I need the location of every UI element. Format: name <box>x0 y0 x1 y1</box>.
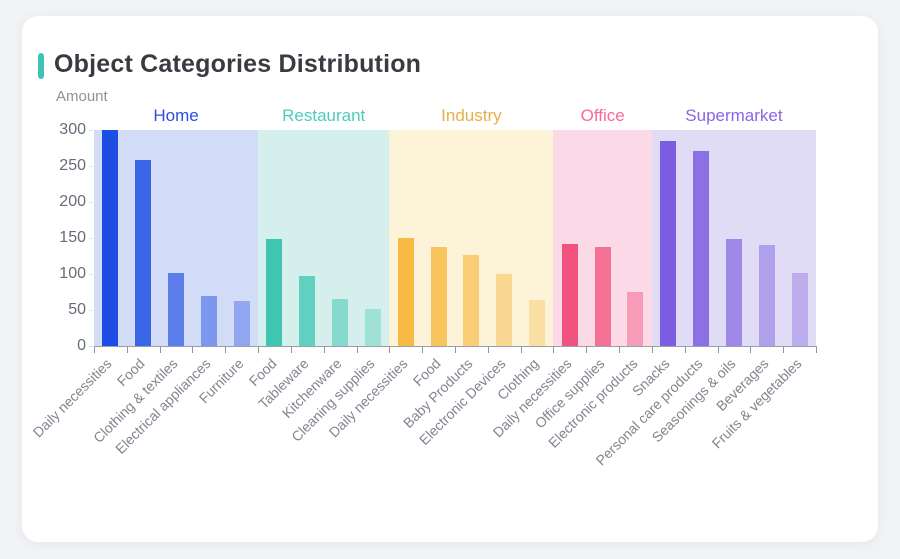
y-axis-tick <box>89 346 93 347</box>
category-band-office <box>553 130 652 346</box>
y-axis-tick <box>89 166 93 167</box>
bar-supermarket-2[interactable] <box>725 239 742 346</box>
bar-office-2[interactable] <box>627 292 644 346</box>
bar-home-0[interactable] <box>102 130 119 346</box>
group-labels-row: Home Restaurant Industry Office Supermarket <box>22 106 878 128</box>
bar-office-0[interactable] <box>561 243 578 346</box>
x-axis-tick <box>684 347 686 353</box>
y-axis-tick <box>89 274 93 275</box>
bar-office-1[interactable] <box>594 246 611 346</box>
x-axis-tick <box>422 347 424 353</box>
x-axis-tick <box>783 347 785 353</box>
bar-industry-0[interactable] <box>397 238 414 346</box>
group-label-supermarket: Supermarket <box>685 106 783 125</box>
bar-supermarket-1[interactable] <box>693 150 710 346</box>
title-accent-bar <box>38 53 44 79</box>
x-axis-tick <box>750 347 752 353</box>
bar-home-1[interactable] <box>135 160 152 346</box>
y-axis-tick-label: 250 <box>59 157 86 174</box>
category-band-home <box>94 130 259 346</box>
category-band-restaurant <box>258 130 390 346</box>
bar-restaurant-3[interactable] <box>364 309 381 346</box>
chart-title: Object Categories Distribution <box>54 50 422 78</box>
x-axis-tick <box>94 347 95 353</box>
x-axis-tick <box>225 347 227 353</box>
y-axis-tick-label: 150 <box>59 229 86 246</box>
bar-industry-1[interactable] <box>430 246 447 346</box>
x-axis-tick <box>323 347 325 353</box>
bar-industry-4[interactable] <box>529 299 546 346</box>
y-axis-tick-label: 50 <box>68 301 86 318</box>
bar-supermarket-4[interactable] <box>791 273 808 346</box>
y-axis-tick <box>89 238 93 239</box>
x-axis-tick <box>717 347 719 353</box>
x-axis-tick <box>290 347 292 353</box>
bar-industry-3[interactable] <box>496 274 513 346</box>
bar-supermarket-3[interactable] <box>758 245 775 346</box>
y-axis-tick-label: 300 <box>59 121 86 138</box>
plot-area <box>94 130 816 346</box>
bar-industry-2[interactable] <box>463 255 480 346</box>
x-axis-tick <box>159 347 161 353</box>
x-axis-tick <box>126 347 128 353</box>
x-axis-tick <box>520 347 522 353</box>
group-label-home: Home <box>153 106 199 125</box>
x-axis-tick <box>389 347 391 353</box>
x-axis-tick <box>619 347 621 353</box>
x-axis-line <box>94 346 817 347</box>
bar-restaurant-2[interactable] <box>332 299 349 346</box>
bar-home-4[interactable] <box>233 300 250 346</box>
category-band-supermarket <box>651 130 816 346</box>
x-axis-tick <box>192 347 194 353</box>
group-label-office: Office <box>580 106 625 125</box>
group-label-restaurant: Restaurant <box>282 106 366 125</box>
bar-restaurant-1[interactable] <box>299 276 316 346</box>
y-axis-tick-label: 0 <box>77 337 86 354</box>
x-axis-tick <box>455 347 456 353</box>
y-axis-tick-label: 100 <box>59 265 86 282</box>
y-axis-tick <box>89 202 93 203</box>
y-axis-tick <box>89 130 93 131</box>
y-axis-tick <box>89 310 93 311</box>
y-axis-title: Amount <box>56 88 108 105</box>
x-axis-tick <box>258 347 260 353</box>
bar-restaurant-0[interactable] <box>266 239 283 346</box>
bar-home-2[interactable] <box>168 272 185 346</box>
y-axis-tick-label: 200 <box>59 193 86 210</box>
chart-card: Object Categories Distribution Amount Ho… <box>22 16 878 542</box>
group-label-industry: Industry <box>441 106 502 125</box>
bar-supermarket-0[interactable] <box>660 140 677 346</box>
x-axis-tick <box>651 347 653 353</box>
category-band-industry <box>389 130 554 346</box>
x-axis-tick <box>356 347 358 353</box>
bar-home-3[interactable] <box>200 296 217 346</box>
x-axis-tick <box>586 347 588 353</box>
x-axis-tick <box>487 347 489 353</box>
x-axis-tick <box>553 347 555 353</box>
x-axis-tick <box>816 347 817 353</box>
